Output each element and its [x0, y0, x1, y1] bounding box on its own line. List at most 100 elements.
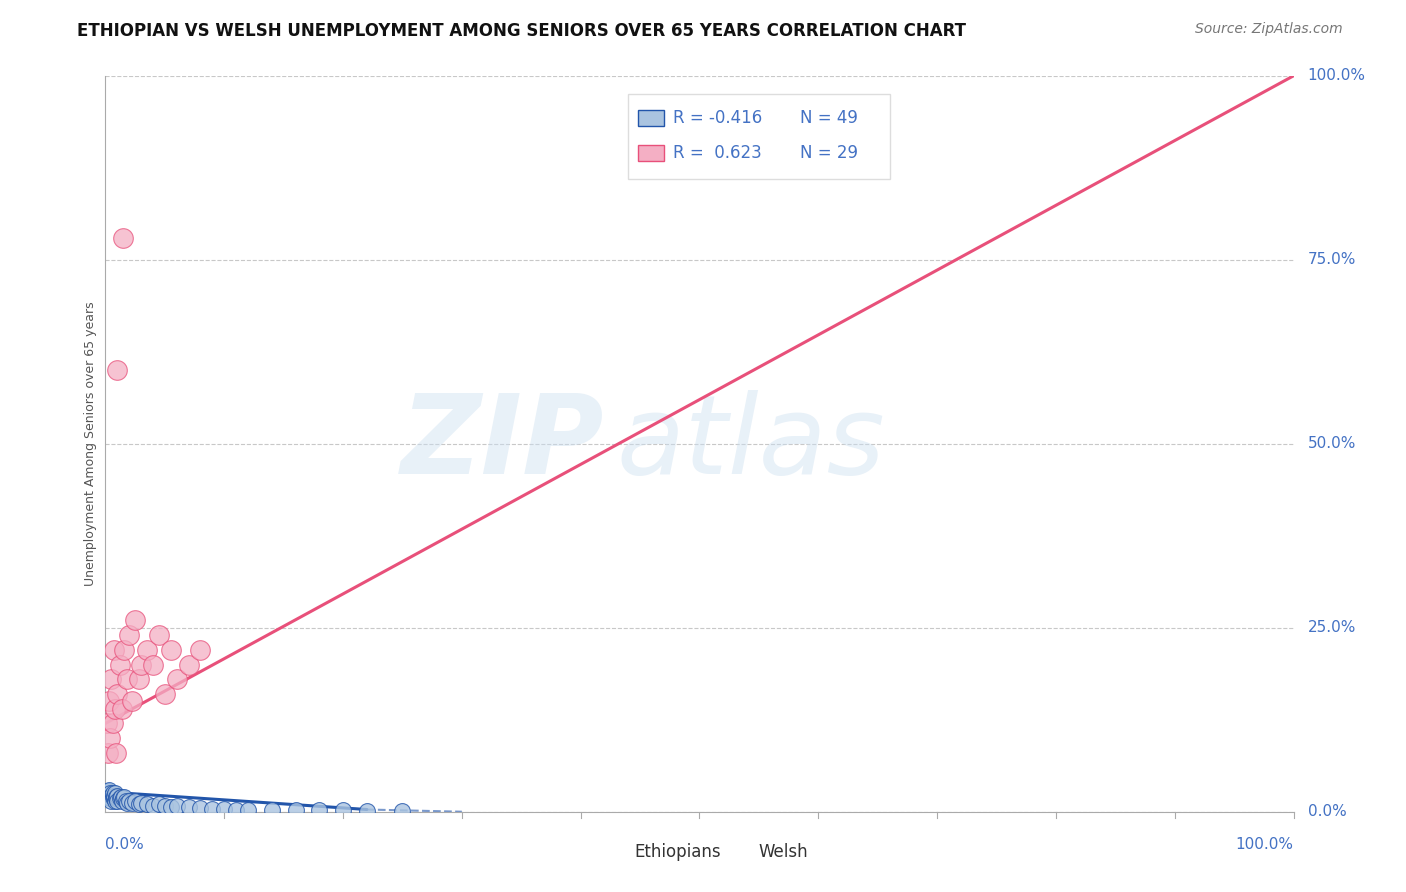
Text: Source: ZipAtlas.com: Source: ZipAtlas.com: [1195, 22, 1343, 37]
Point: [214, 802, 236, 816]
Point: [356, 804, 378, 818]
Point: [121, 694, 143, 708]
Point: [177, 800, 200, 814]
Point: [136, 797, 159, 812]
Point: [159, 642, 181, 657]
Point: [284, 803, 307, 817]
Text: 0.0%: 0.0%: [105, 838, 145, 853]
Point: [100, 794, 122, 808]
Bar: [605, 844, 630, 860]
Bar: [638, 145, 664, 161]
Point: [112, 791, 135, 805]
Point: [96, 716, 118, 731]
Text: 0.0%: 0.0%: [1308, 805, 1347, 819]
Point: [118, 628, 141, 642]
Point: [190, 642, 212, 657]
Y-axis label: Unemployment Among Seniors over 65 years: Unemployment Among Seniors over 65 years: [84, 301, 97, 586]
Point: [105, 794, 128, 808]
Point: [98, 791, 121, 805]
Point: [104, 786, 127, 800]
Point: [105, 791, 128, 805]
Point: [129, 796, 152, 810]
Point: [98, 694, 121, 708]
Text: Welsh: Welsh: [759, 843, 808, 861]
Point: [100, 673, 122, 687]
Point: [148, 628, 170, 642]
Point: [108, 791, 131, 805]
Point: [128, 673, 150, 687]
Text: Ethiopians: Ethiopians: [634, 843, 721, 861]
Point: [124, 794, 146, 808]
Point: [98, 786, 121, 800]
FancyBboxPatch shape: [628, 95, 890, 178]
Point: [98, 731, 121, 746]
Text: 100.0%: 100.0%: [1308, 69, 1365, 83]
Point: [128, 797, 150, 812]
Point: [105, 687, 128, 701]
Point: [114, 790, 136, 805]
Text: 75.0%: 75.0%: [1308, 252, 1357, 268]
Point: [148, 797, 170, 812]
Point: [225, 803, 247, 817]
Point: [391, 804, 413, 818]
Point: [104, 794, 127, 808]
Point: [110, 790, 132, 805]
Point: [97, 784, 120, 798]
Point: [153, 687, 176, 701]
Point: [129, 657, 152, 672]
Point: [190, 801, 212, 815]
Text: 100.0%: 100.0%: [1236, 838, 1294, 853]
Point: [96, 786, 118, 800]
Point: [332, 803, 354, 817]
Text: N = 49: N = 49: [800, 109, 858, 127]
Point: [236, 803, 259, 817]
Point: [101, 790, 124, 805]
Text: R = -0.416: R = -0.416: [673, 109, 762, 127]
Point: [142, 798, 165, 813]
Point: [104, 701, 127, 715]
Point: [101, 786, 124, 800]
Point: [115, 796, 138, 810]
Point: [166, 673, 188, 687]
Text: ZIP: ZIP: [401, 391, 605, 497]
Bar: [730, 844, 755, 860]
Point: [177, 657, 200, 672]
Point: [103, 642, 125, 657]
Point: [111, 701, 134, 715]
Bar: [638, 110, 664, 126]
Point: [105, 789, 128, 803]
Point: [105, 746, 128, 760]
Point: [142, 657, 165, 672]
Point: [166, 798, 188, 813]
Point: [114, 794, 136, 808]
Point: [308, 803, 330, 817]
Point: [159, 800, 181, 814]
Text: R =  0.623: R = 0.623: [673, 145, 762, 162]
Point: [103, 791, 125, 805]
Point: [153, 798, 176, 813]
Text: ETHIOPIAN VS WELSH UNEMPLOYMENT AMONG SENIORS OVER 65 YEARS CORRELATION CHART: ETHIOPIAN VS WELSH UNEMPLOYMENT AMONG SE…: [77, 22, 966, 40]
Point: [105, 363, 128, 377]
Text: 25.0%: 25.0%: [1308, 620, 1357, 635]
Point: [112, 230, 135, 244]
Point: [108, 657, 131, 672]
Point: [121, 796, 143, 810]
Text: 50.0%: 50.0%: [1308, 436, 1357, 451]
Text: atlas: atlas: [616, 391, 884, 497]
Point: [97, 789, 120, 803]
Point: [103, 789, 125, 803]
Text: N = 29: N = 29: [800, 145, 859, 162]
Point: [111, 794, 134, 808]
Point: [114, 642, 136, 657]
Point: [97, 746, 120, 760]
Point: [98, 790, 121, 805]
Point: [260, 803, 283, 817]
Point: [105, 790, 128, 805]
Point: [124, 614, 146, 628]
Point: [101, 716, 124, 731]
Point: [98, 782, 121, 797]
Point: [118, 794, 141, 808]
Point: [100, 789, 122, 803]
Point: [115, 673, 138, 687]
Point: [136, 642, 159, 657]
